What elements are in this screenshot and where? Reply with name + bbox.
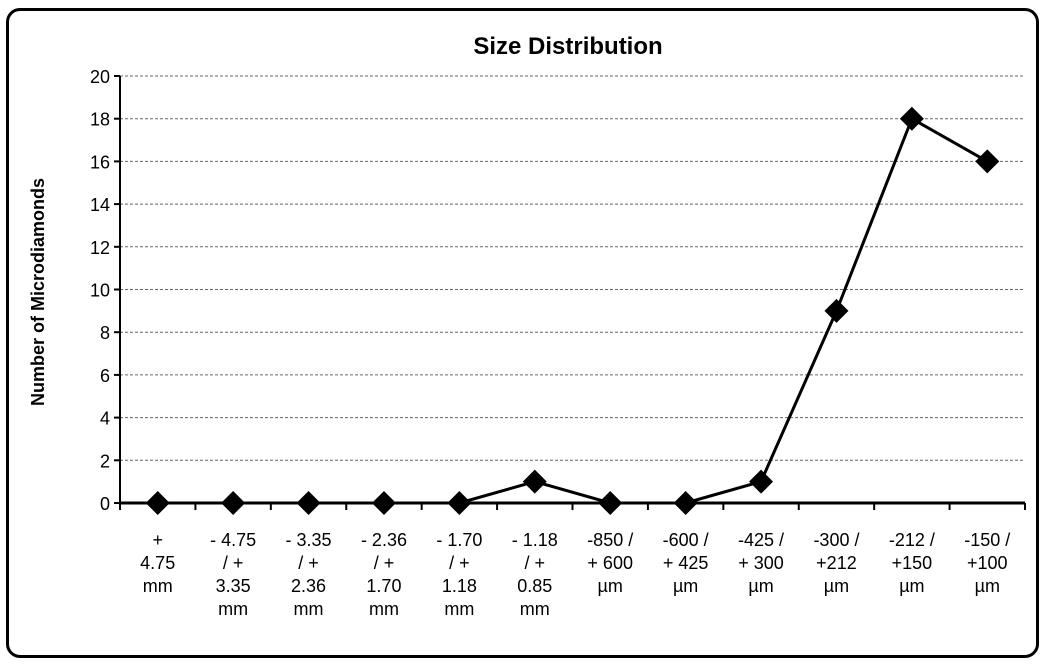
y-tick-label: 18: [90, 110, 110, 130]
data-point-marker: [899, 106, 924, 131]
x-tick-label: -600 /+ 425 µm: [663, 530, 709, 596]
data-point-marker: [447, 491, 472, 515]
x-tick-label: - 2.36/ +1.70 mm: [361, 530, 407, 619]
data-point-marker: [371, 491, 396, 515]
x-tick-label: -425 /+ 300 µm: [738, 530, 784, 596]
data-point-marker: [296, 491, 321, 515]
y-tick-label: 0: [100, 494, 110, 514]
x-tick-label: -212 /+150 µm: [889, 530, 935, 596]
axes: [114, 75, 1026, 510]
x-tick-label: -850 /+ 600 µm: [587, 530, 633, 596]
x-tick-label: +4.75 mm: [140, 530, 175, 596]
x-tick-label: - 4.75/ +3.35 mm: [210, 530, 256, 619]
y-tick-label: 20: [90, 67, 110, 87]
y-tick-label: 8: [100, 323, 110, 343]
data-point-marker: [749, 469, 774, 494]
data-point-marker: [145, 491, 170, 515]
y-axis-label: Number of Microdiamonds: [28, 178, 48, 406]
x-tick-label: -300 /+212 µm: [813, 530, 859, 596]
x-tick-label: - 1.70/ +1.18 mm: [436, 530, 482, 619]
y-tick-label: 2: [100, 451, 110, 471]
data-point-marker: [598, 491, 623, 515]
x-tick-labels: +4.75 mm - 4.75/ +3.35 mm - 3.35/ +2.36 mm - 2…: [140, 530, 1010, 619]
x-tick-label: - 3.35/ +2.36 mm: [286, 530, 332, 619]
x-tick-label: - 1.18/ +0.85 mm: [512, 530, 558, 619]
y-tick-label: 16: [90, 152, 110, 172]
y-tick-label: 10: [90, 281, 110, 301]
y-tick-label: 12: [90, 238, 110, 258]
y-tick-label: 6: [100, 366, 110, 386]
data-markers: [145, 106, 1000, 515]
data-point-marker: [975, 149, 1000, 174]
x-tick-label: -150 /+100 µm: [964, 530, 1010, 596]
gridlines: [120, 75, 1025, 461]
data-point-marker: [824, 298, 849, 323]
data-point-marker: [221, 491, 246, 515]
series-line: [157, 116, 989, 505]
chart-title: Size Distribution: [473, 33, 662, 60]
data-point-marker: [522, 469, 547, 494]
y-tick-labels: 0 2 4 6 8 10 12 14 16 18 20: [90, 67, 110, 514]
chart-frame: [6, 8, 1039, 658]
y-tick-label: 4: [100, 409, 110, 429]
data-point-marker: [673, 491, 698, 515]
y-tick-label: 14: [90, 195, 110, 215]
